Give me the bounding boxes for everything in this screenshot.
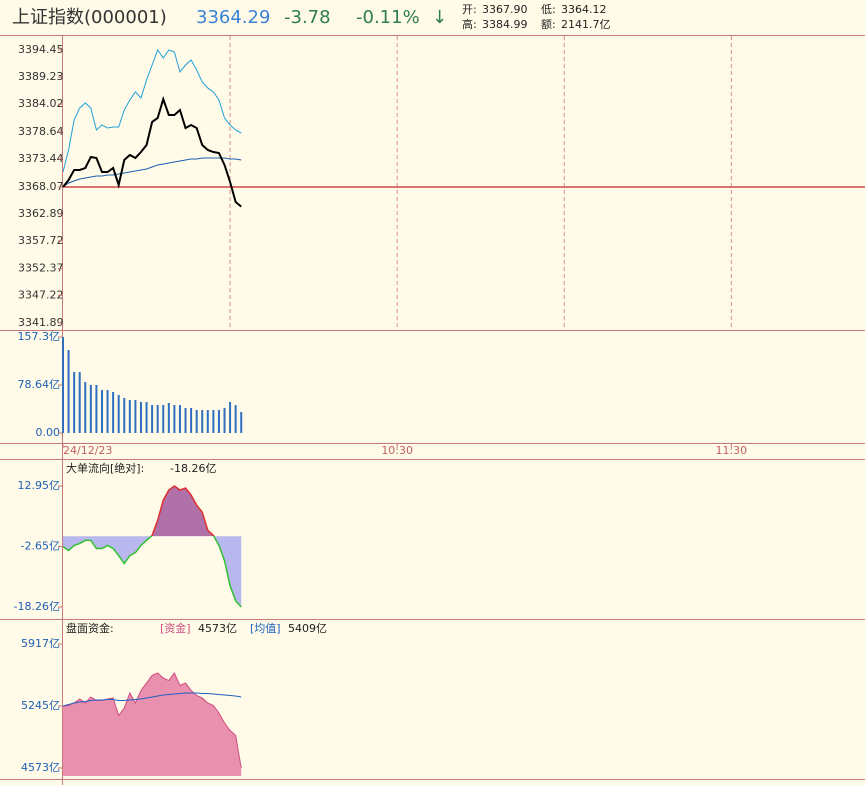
stat-label: 低:: [541, 3, 556, 16]
volume-bar: [145, 401, 148, 433]
legend-value: 4573亿: [198, 622, 237, 635]
volume-bar: [240, 412, 243, 433]
change-pct: -0.11%: [356, 7, 420, 28]
y-tick-label: 3368.07: [18, 180, 64, 193]
price-line: [62, 95, 242, 208]
y-tick-label: 0.00: [36, 426, 61, 439]
panel-title: 大单流向[绝对]:: [66, 461, 144, 475]
stat-value: 3384.99: [482, 18, 528, 31]
volume-bar: [123, 397, 126, 433]
volume-bar: [84, 381, 87, 433]
x-tick-label: 11:30: [715, 444, 747, 457]
volume-bar: [195, 409, 198, 433]
y-tick-label: 3394.45: [18, 43, 64, 56]
flow-line: [62, 485, 242, 608]
volume-bar: [106, 389, 109, 433]
y-tick-label: 3373.44: [18, 152, 64, 165]
y-tick-label: 3362.89: [18, 207, 64, 220]
stat-label: 高:: [462, 17, 477, 31]
volume-bar: [78, 371, 81, 433]
volume-bar: [217, 409, 220, 433]
y-tick-label: 3341.89: [18, 316, 64, 329]
title: 上证指数(000001): [12, 7, 167, 28]
y-tick-label: 3384.02: [18, 97, 64, 110]
y-tick-label: 5917亿: [21, 637, 60, 650]
y-tick-label: -18.26亿: [14, 600, 60, 613]
stat-value: 3364.12: [561, 3, 607, 16]
price-line: [62, 157, 242, 188]
change: -3.78: [284, 7, 331, 28]
volume-bar: [201, 409, 204, 433]
legend-name: [均值]: [250, 622, 281, 635]
volume-bar: [134, 399, 137, 433]
volume-bar: [212, 409, 215, 433]
y-tick-label: 5245亿: [21, 699, 60, 712]
volume-bar: [151, 404, 154, 433]
volume-bar: [73, 371, 76, 433]
y-tick-label: 3347.22: [18, 288, 64, 301]
stat-label: 额:: [541, 18, 556, 31]
panel-value: -18.26亿: [170, 462, 216, 475]
frame: [0, 35, 865, 785]
volume-bar: [112, 391, 115, 433]
arrow: ↓: [432, 7, 447, 28]
volume-bar: [229, 401, 232, 433]
volume-bar: [206, 409, 209, 433]
volume-bar: [95, 384, 98, 433]
legend-value: 5409亿: [288, 622, 327, 635]
stat-label: 开:: [462, 3, 477, 16]
fund-line: [62, 692, 242, 707]
panel-title: 盘面资金:: [66, 621, 114, 635]
volume-bar: [234, 404, 237, 433]
volume-bar: [167, 402, 170, 433]
volume-bar: [89, 384, 92, 433]
flow-area: [63, 486, 242, 607]
volume-bar: [173, 404, 176, 433]
y-tick-label: 78.64亿: [18, 378, 61, 391]
volume-bar: [62, 337, 64, 433]
price-line: [62, 48, 242, 173]
volume-bar: [128, 399, 131, 433]
volume-bar: [184, 407, 187, 433]
volume-bar: [117, 394, 120, 433]
volume-bar: [67, 349, 70, 433]
fund-area: [63, 672, 242, 776]
x-tick-label: 10:30: [381, 444, 413, 457]
y-tick-label: 4573亿: [21, 761, 60, 774]
x-tick-label: 24/12/23: [63, 444, 112, 457]
volume-bar: [162, 404, 165, 433]
y-tick-label: 3352.37: [18, 262, 64, 275]
volume-bar: [100, 389, 103, 433]
volume-bar: [190, 407, 193, 433]
y-tick-label: 3357.72: [18, 234, 64, 247]
y-tick-label: 3389.23: [18, 70, 64, 83]
y-tick-label: 12.95亿: [18, 479, 61, 492]
volume-bar: [223, 407, 226, 433]
y-tick-label: -2.65亿: [21, 539, 60, 552]
volume-bar: [139, 401, 142, 433]
stat-value: 2141.7亿: [561, 18, 611, 31]
volume-bar: [156, 404, 159, 433]
volume-bar: [178, 404, 181, 433]
fund-line: [62, 671, 242, 769]
stat-value: 3367.90: [482, 3, 528, 16]
last-price: 3364.29: [196, 7, 270, 28]
y-tick-label: 3378.64: [18, 125, 64, 138]
legend-name: [资金]: [160, 621, 191, 635]
y-tick-label: 157.3亿: [18, 330, 61, 343]
